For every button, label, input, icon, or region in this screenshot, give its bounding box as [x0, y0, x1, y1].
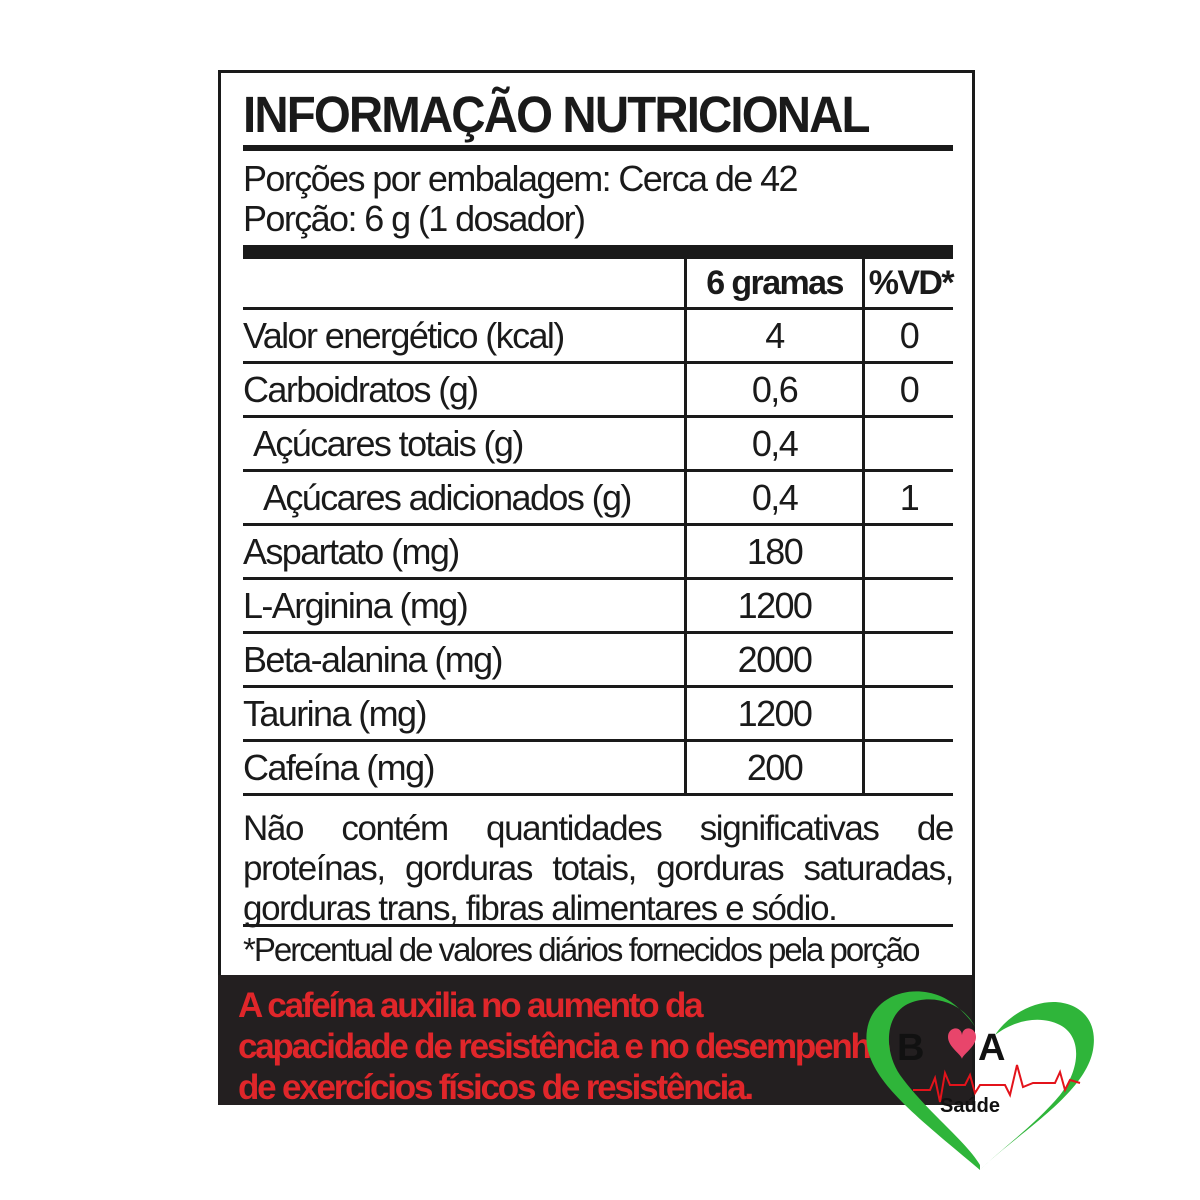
caffeine-warning-text: A cafeína auxilia no aumento da capacida… — [238, 986, 891, 1107]
title-divider — [243, 145, 953, 151]
nutrient-amount: 0,4 — [685, 470, 865, 526]
logo-letter-a: A — [978, 1027, 1005, 1069]
nutrient-dv — [863, 740, 953, 796]
nutrient-amount: 4 — [685, 308, 865, 364]
nutrient-name: L-Arginina (mg) — [243, 578, 687, 634]
footnote: *Percentual de valores diários fornecido… — [243, 931, 920, 968]
header-amount: 6 gramas — [685, 259, 865, 310]
nutrient-dv — [863, 632, 953, 688]
nutrient-amount: 1200 — [685, 686, 865, 742]
table-row: Taurina (mg) 1200 — [243, 686, 953, 742]
boa-saude-logo: B A Saúde — [855, 975, 1105, 1175]
nutrient-name: Aspartato (mg) — [243, 524, 687, 580]
nutrient-name: Açúcares adicionados (g) — [243, 470, 687, 526]
heart-logo-icon: B A Saúde — [866, 991, 1094, 1170]
nutrition-label: INFORMAÇÃO NUTRICIONAL Porções por embal… — [218, 70, 975, 1105]
note-text: Não contém quantidades significativas de… — [243, 809, 954, 928]
servings-per-package: Porções por embalagem: Cerca de 42 — [243, 158, 799, 199]
nutrient-name: Taurina (mg) — [243, 686, 687, 742]
logo-letter-b: B — [897, 1027, 924, 1069]
table-row: Valor energético (kcal) 4 0 — [243, 308, 953, 364]
header-dv: %VD* — [863, 259, 955, 310]
table-row: Aspartato (mg) 180 — [243, 524, 953, 580]
thick-divider — [243, 245, 953, 259]
nutrient-dv: 1 — [863, 470, 953, 526]
nutrient-name: Valor energético (kcal) — [243, 308, 687, 364]
nutrient-name: Cafeína (mg) — [243, 740, 687, 796]
note-divider — [243, 924, 953, 927]
nutrient-name: Carboidratos (g) — [243, 362, 687, 418]
nutrient-dv — [863, 578, 953, 634]
serving-size: Porção: 6 g (1 dosador) — [243, 198, 586, 239]
nutrient-amount: 2000 — [685, 632, 865, 688]
nutrient-name: Açúcares totais (g) — [243, 416, 687, 472]
nutrient-amount: 0,6 — [685, 362, 865, 418]
table-row: Cafeína (mg) 200 — [243, 740, 953, 796]
logo-subtitle: Saúde — [940, 1095, 1000, 1117]
table-row: Açúcares adicionados (g) 0,4 1 — [243, 470, 953, 526]
nutrient-dv: 0 — [863, 362, 953, 418]
nutrient-amount: 0,4 — [685, 416, 865, 472]
table-row: Carboidratos (g) 0,6 0 — [243, 362, 953, 418]
table-row: Beta-alanina (mg) 2000 — [243, 632, 953, 688]
nutrient-amount: 200 — [685, 740, 865, 796]
nutrition-table: 6 gramas %VD* Valor energético (kcal) 4 0 C… — [243, 259, 955, 796]
table-row: L-Arginina (mg) 1200 — [243, 578, 953, 634]
heart-icon — [948, 1028, 976, 1059]
caffeine-warning-box: A cafeína auxilia no aumento da capacida… — [218, 975, 972, 1107]
table-header-row: 6 gramas %VD* — [243, 259, 955, 310]
nutrient-dv — [863, 686, 953, 742]
label-title: INFORMAÇÃO NUTRICIONAL — [243, 86, 871, 143]
table-row: Açúcares totais (g) 0,4 — [243, 416, 953, 472]
nutrient-dv: 0 — [863, 308, 953, 364]
nutrient-amount: 1200 — [685, 578, 865, 634]
nutrient-amount: 180 — [685, 524, 865, 580]
nutrient-name: Beta-alanina (mg) — [243, 632, 687, 688]
header-blank — [243, 259, 687, 310]
nutrient-dv — [863, 416, 953, 472]
nutrient-dv — [863, 524, 953, 580]
